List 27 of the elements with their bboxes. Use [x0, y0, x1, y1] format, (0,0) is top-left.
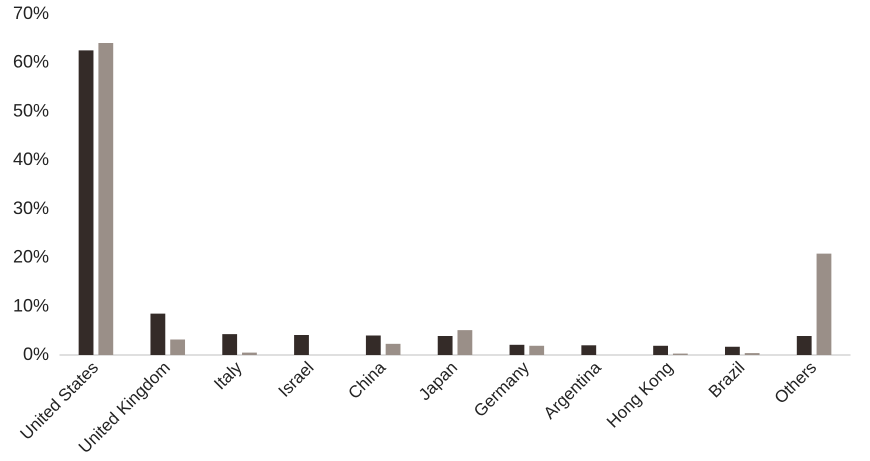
bar: [724, 346, 740, 356]
bar: [386, 344, 400, 356]
y-tick-label: 60%: [12, 52, 50, 72]
bar: [457, 330, 472, 356]
y-tick-label: 10%: [12, 295, 50, 316]
y-tick-label: 70%: [12, 2, 50, 23]
y-tick-label: 0%: [23, 344, 50, 364]
bar: [222, 334, 238, 356]
bar: [242, 352, 257, 356]
x-tick-label: Italy: [210, 358, 246, 394]
y-tick-label: 30%: [12, 198, 50, 218]
bar: [529, 346, 544, 356]
bar: [366, 336, 381, 356]
bar: [510, 344, 524, 356]
y-tick-label: 50%: [12, 100, 50, 120]
y-tick-label: 20%: [12, 246, 50, 267]
bar: [294, 335, 309, 356]
bar: [438, 336, 453, 356]
bar: [170, 339, 186, 356]
bar: [816, 254, 832, 356]
bar: [78, 50, 94, 356]
bar: [98, 43, 114, 356]
bar: [150, 314, 166, 356]
bar: [581, 345, 596, 356]
bar: [796, 336, 812, 356]
bar: [653, 346, 668, 356]
y-tick-label: 40%: [12, 149, 50, 170]
